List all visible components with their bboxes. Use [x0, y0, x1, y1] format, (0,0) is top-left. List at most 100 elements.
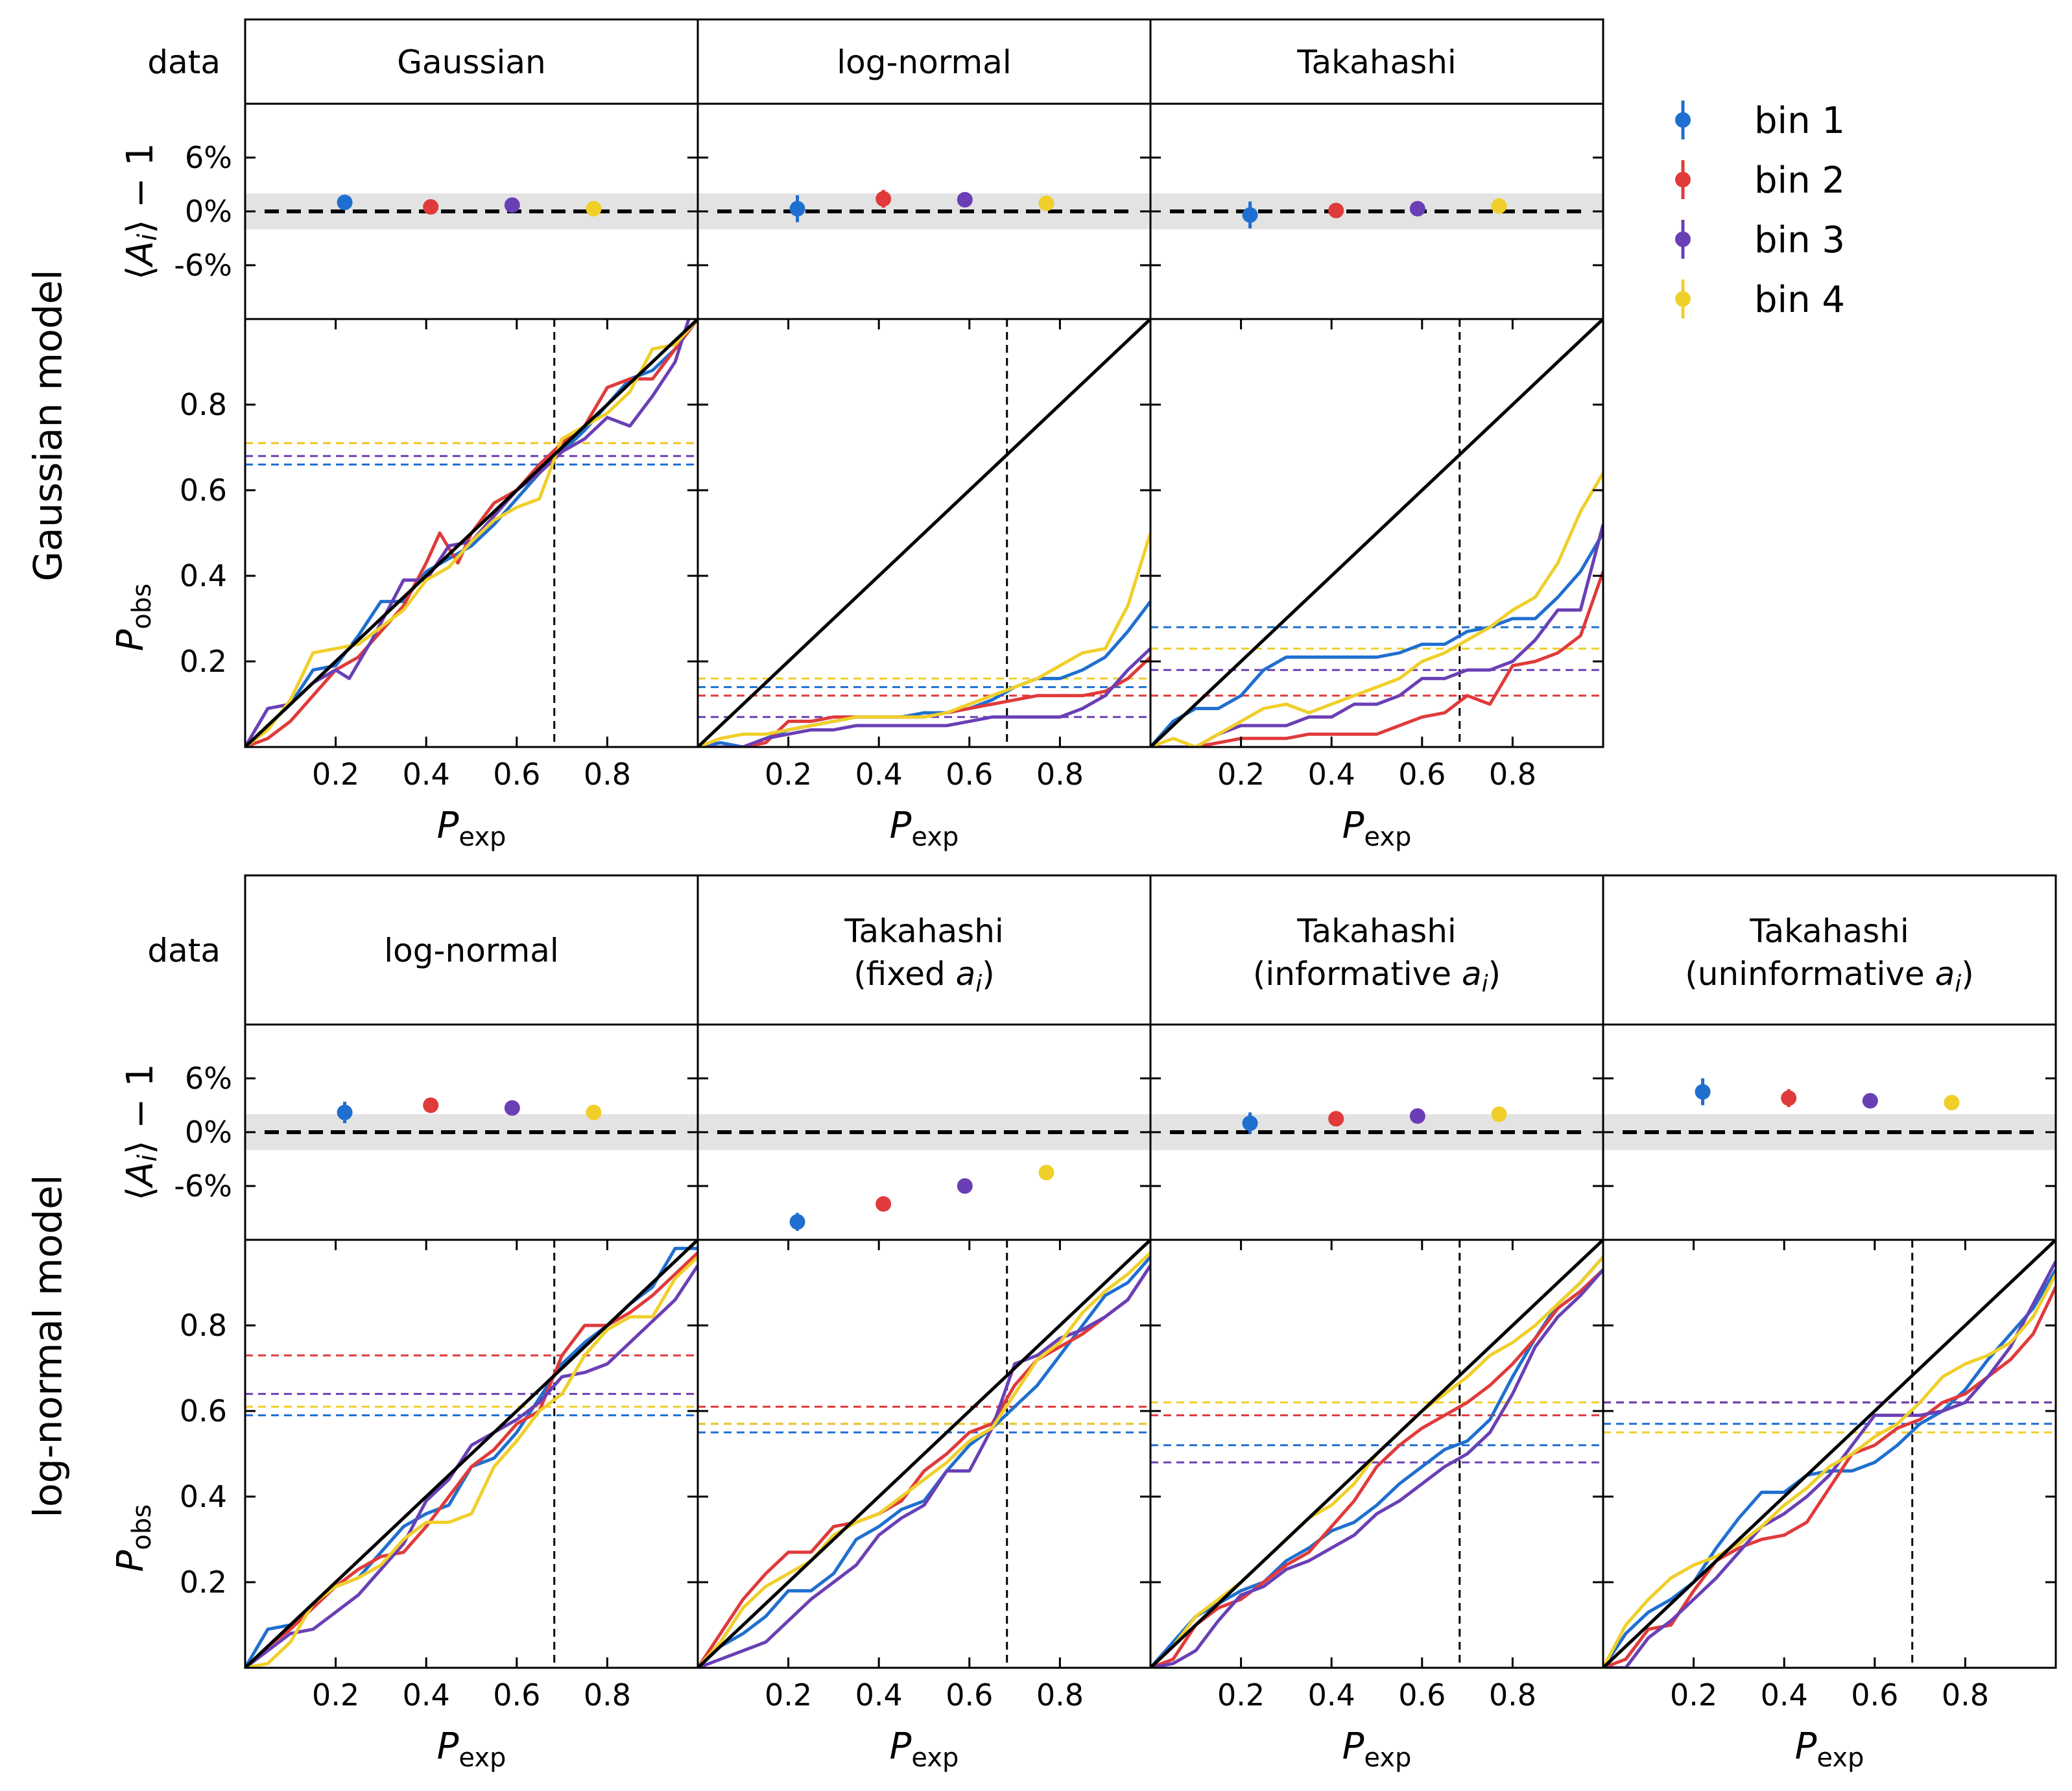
panel-frame [1149, 874, 1604, 1669]
amplitude-point [957, 192, 973, 208]
model-label: Gaussian model [26, 269, 71, 581]
panel: Takahashi (fixed ai) 0.2 0.4 0.6 0.8 Pexp [697, 874, 1152, 1773]
amplitude-tick-label: -6% [174, 1168, 232, 1204]
pexp-tick-label: 0.6 [1851, 1678, 1898, 1713]
amplitude-point [337, 195, 353, 211]
amplitude-point [1944, 1095, 1960, 1111]
ideal-diagonal [1603, 1240, 2056, 1668]
panel-title: Takahashi [1296, 43, 1457, 81]
amplitude-point [1491, 198, 1507, 214]
pobs-tick-label: 0.2 [180, 1565, 227, 1600]
panel-title-line: (fixed ai) [853, 955, 995, 997]
pobs-tick-label: 0.6 [180, 1394, 227, 1429]
amplitude-point [1862, 1093, 1878, 1109]
pexp-axis-label: Pexp [1342, 805, 1412, 852]
legend-label: bin 4 [1754, 279, 1845, 321]
ideal-diagonal [245, 319, 698, 747]
amplitude-point [337, 1104, 353, 1121]
amplitude-point [1695, 1084, 1711, 1100]
coverage-curve [698, 532, 1150, 747]
pexp-tick-label: 0.2 [312, 757, 359, 792]
coverage-curve [245, 319, 698, 747]
panel-frame [244, 874, 699, 1669]
coverage-curve [1150, 1268, 1603, 1668]
pexp-tick-label: 0.8 [1942, 1678, 1989, 1713]
amplitude-point [789, 1214, 805, 1230]
pexp-tick-label: 0.4 [855, 1678, 903, 1713]
amplitude-point [1242, 207, 1258, 223]
pobs-axis-label: Pobs [110, 584, 157, 651]
panel-title-line: Takahashi [1296, 912, 1457, 950]
pexp-tick-label: 0.4 [1308, 757, 1355, 792]
coverage-curve [245, 1264, 698, 1668]
panel: log-normal 0.2 0.4 0.6 0.8 Pexp [244, 874, 699, 1773]
pexp-tick-label: 0.8 [1489, 757, 1536, 792]
pexp-tick-label: 0.4 [1761, 1678, 1808, 1713]
coverage-curve [245, 1251, 698, 1668]
coverage-plot [1150, 319, 1603, 747]
panel: Takahashi (informative ai) 0.2 0.4 0.6 0.8 Pex… [1149, 874, 1604, 1773]
panel-title-line: (uninformative ai) [1685, 955, 1974, 997]
coverage-curve [1603, 1260, 2056, 1668]
coverage-plot [698, 1240, 1150, 1668]
coverage-curve [245, 1255, 698, 1668]
pexp-tick-label: 0.6 [1398, 1678, 1446, 1713]
pexp-tick-label: 0.8 [584, 757, 631, 792]
pexp-tick-label: 0.6 [946, 757, 993, 792]
pexp-tick-label: 0.8 [1036, 757, 1084, 792]
panel-title-line: Takahashi [1749, 912, 1909, 950]
amplitude-point [586, 200, 602, 217]
legend-label: bin 3 [1754, 219, 1845, 261]
coverage-curve [1150, 1268, 1603, 1668]
panel-title-line: (informative ai) [1253, 955, 1501, 997]
pobs-tick-label: 0.8 [180, 387, 227, 422]
pexp-tick-label: 0.4 [1308, 1678, 1355, 1713]
pexp-tick-label: 0.8 [1489, 1678, 1536, 1713]
ideal-diagonal [245, 1240, 698, 1668]
coverage-curve [1150, 1255, 1603, 1668]
amplitude-axis-label: ⟨Ai⟩ − 1 [119, 143, 163, 279]
coverage-curve [1603, 1273, 2056, 1668]
coverage-curve [698, 1255, 1150, 1668]
coverage-curve [698, 1251, 1150, 1668]
pexp-axis-label: Pexp [890, 805, 959, 852]
amplitude-point [1781, 1090, 1797, 1106]
panel-title-line: Takahashi [844, 912, 1004, 950]
amplitude-tick-label: 0% [185, 1115, 232, 1150]
pexp-axis-label: Pexp [890, 1726, 959, 1773]
pexp-tick-label: 0.2 [1670, 1678, 1717, 1713]
amplitude-point [1242, 1115, 1258, 1132]
pobs-tick-label: 0.4 [180, 1479, 227, 1514]
amplitude-tick-label: 6% [185, 1061, 232, 1096]
coverage-curve [1150, 472, 1603, 747]
pobs-tick-label: 0.4 [180, 558, 227, 593]
amplitude-tick-label: 6% [185, 140, 232, 175]
panel: Takahashi 0.2 0.4 0.6 0.8 Pexp [1149, 18, 1604, 852]
coverage-curve [1150, 571, 1603, 747]
panel-title: log-normal [384, 932, 558, 969]
coverage-curve [245, 319, 698, 747]
panel: Takahashi (uninformative ai) 0.2 0.4 0.6 0.8 P… [1602, 874, 2057, 1773]
pexp-tick-label: 0.2 [1217, 1678, 1265, 1713]
data-header-label: data [147, 932, 220, 969]
amplitude-axis-label: ⟨Ai⟩ − 1 [119, 1063, 163, 1200]
coverage-plot [1150, 1240, 1603, 1668]
panel-frame [1149, 18, 1604, 748]
model-label: log-normal model [26, 1174, 71, 1517]
legend-marker [1675, 172, 1691, 187]
ideal-diagonal [698, 1240, 1150, 1668]
coverage-plot [245, 1240, 698, 1668]
coverage-plot [1603, 1240, 2056, 1668]
amplitude-tick-label: 0% [185, 194, 232, 229]
data-header-label: data [147, 43, 220, 81]
pexp-tick-label: 0.6 [493, 757, 540, 792]
pexp-axis-label: Pexp [437, 805, 506, 852]
panel-title: Gaussian [397, 43, 545, 81]
amplitude-point [1038, 1165, 1054, 1181]
coverage-curve [698, 1264, 1150, 1668]
amplitude-point [1328, 202, 1344, 219]
amplitude-point [1409, 1108, 1425, 1124]
pexp-tick-label: 0.6 [946, 1678, 993, 1713]
panel-title: log-normal [837, 43, 1011, 81]
